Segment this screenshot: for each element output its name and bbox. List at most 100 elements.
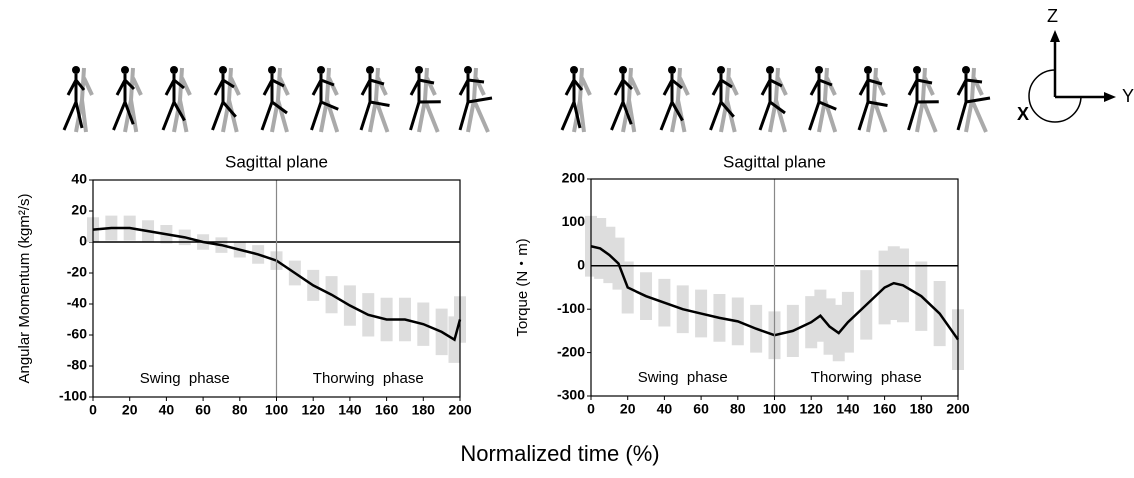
figure-gray xyxy=(621,67,641,133)
figure-gray xyxy=(915,67,938,133)
y-tick-label: -200 xyxy=(557,343,585,359)
figure-gray xyxy=(123,67,143,133)
figure-black xyxy=(409,74,441,131)
chart-title: Sagittal plane xyxy=(225,152,328,171)
stick-figure xyxy=(956,66,991,133)
figure-gray xyxy=(768,67,788,133)
chart-title: Sagittal plane xyxy=(723,152,826,171)
x-tick-label: 20 xyxy=(122,402,138,418)
y-tick-label: 0 xyxy=(577,257,585,273)
stick-figure xyxy=(659,66,690,133)
stick-figure xyxy=(62,66,94,133)
figure-black xyxy=(610,74,634,131)
figure-black xyxy=(857,74,888,131)
stick-figure xyxy=(112,66,143,133)
y-tick-label: -20 xyxy=(67,264,87,280)
x-tick-label: 200 xyxy=(946,401,970,417)
y-tick-label: 200 xyxy=(562,170,586,186)
stick-figure xyxy=(310,66,340,133)
plot-frame xyxy=(92,179,461,398)
figure-gray xyxy=(319,67,340,133)
x-tick-label: 20 xyxy=(620,401,636,417)
figure-head xyxy=(415,66,423,74)
x-tick-label: 140 xyxy=(338,402,362,418)
x-tick-label: 0 xyxy=(89,402,97,418)
figure-head xyxy=(317,66,325,74)
figure-black xyxy=(659,74,684,131)
figure-head xyxy=(913,66,921,74)
y-tick-label: 100 xyxy=(562,213,586,229)
phase-label: Swing phase xyxy=(140,370,230,387)
phase-label: Swing phase xyxy=(638,369,728,386)
figure-gray xyxy=(866,67,888,133)
x-tick-label: 60 xyxy=(195,402,211,418)
figure-head xyxy=(619,66,627,74)
figure-head xyxy=(815,66,823,74)
y-tick-label: -60 xyxy=(67,326,87,342)
x-tick-label: 0 xyxy=(587,401,595,417)
figure-head xyxy=(766,66,774,74)
figure-head xyxy=(268,66,276,74)
figure-gray xyxy=(719,67,739,133)
stick-figure xyxy=(808,66,838,133)
figure-head xyxy=(366,66,374,74)
figure-head xyxy=(121,66,129,74)
figure-gray xyxy=(270,67,290,133)
figure-head xyxy=(464,66,472,74)
x-tick-label: 160 xyxy=(873,401,897,417)
figure-gray xyxy=(74,67,94,133)
figure-head xyxy=(962,66,970,74)
x-tick-label: 40 xyxy=(159,402,175,418)
figure-black xyxy=(359,74,390,131)
y-tick-label: -300 xyxy=(557,387,585,403)
y-tick-label: 20 xyxy=(71,202,87,218)
figure-black xyxy=(560,74,584,131)
stick-figure xyxy=(709,66,739,133)
x-tick-label: 80 xyxy=(232,402,248,418)
x-tick-label: 100 xyxy=(265,402,289,418)
plot-frame xyxy=(590,178,959,397)
axes-icon: Z X Y xyxy=(1017,6,1134,124)
figure-gray xyxy=(368,67,390,133)
stick-figure xyxy=(161,66,192,133)
y-tick-label: 40 xyxy=(71,171,87,187)
x-tick-label: 180 xyxy=(910,401,934,417)
y-tick-label: 0 xyxy=(79,233,87,249)
stick-figure xyxy=(359,66,390,133)
figure-black xyxy=(260,74,288,131)
x-tick-label: 60 xyxy=(693,401,709,417)
mean-line xyxy=(92,226,462,342)
x-tick-label: 140 xyxy=(836,401,860,417)
axis-x: X xyxy=(1017,104,1029,124)
figure-gray xyxy=(817,67,838,133)
figure-gray xyxy=(572,67,592,133)
stick-figure xyxy=(260,66,290,133)
stick-figure xyxy=(211,66,241,133)
figure-black xyxy=(907,74,939,131)
stick-figure xyxy=(560,66,592,133)
phase-label: Thorwing phase xyxy=(811,369,922,386)
figure-head xyxy=(570,66,578,74)
x-tick-label: 120 xyxy=(302,402,326,418)
figure-head xyxy=(170,66,178,74)
figure-black xyxy=(956,74,991,131)
axis-z: Z xyxy=(1047,6,1058,26)
mean-line xyxy=(590,245,960,341)
figure-black xyxy=(62,74,86,131)
figure-black xyxy=(112,74,136,131)
stick-figure xyxy=(610,66,641,133)
x-tick-label: 80 xyxy=(730,401,746,417)
y-tick-label: -100 xyxy=(59,388,87,404)
stick-figure xyxy=(758,66,788,133)
stick-figure xyxy=(409,66,441,133)
figure-head xyxy=(219,66,227,74)
x-tick-label: 160 xyxy=(375,402,399,418)
figure-black xyxy=(709,74,735,131)
figure-gray xyxy=(670,67,690,133)
x-tick-label: 180 xyxy=(412,402,436,418)
stick-figure xyxy=(857,66,888,133)
y-axis-label: Torque (N・m) xyxy=(514,238,531,336)
x-tick-label: 100 xyxy=(763,401,787,417)
figure-gray xyxy=(417,67,440,133)
figure-black xyxy=(161,74,186,131)
